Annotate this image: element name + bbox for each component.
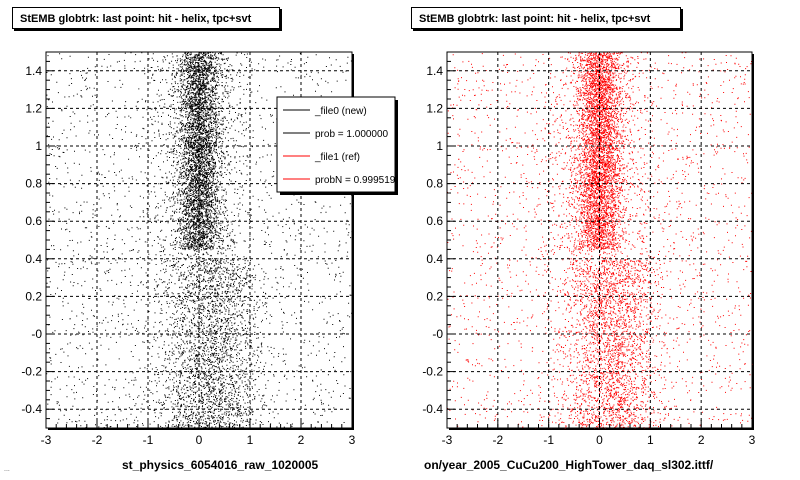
y-tick-label: 0.4	[426, 252, 443, 266]
right-plot-xlabel: on/year_2005_CuCu200_HighTower_daq_sl302…	[424, 458, 714, 472]
x-tick-label: -2	[92, 433, 103, 447]
x-tick-label: 1	[247, 433, 254, 447]
legend-entry: _file1 (ref)	[314, 152, 360, 163]
left-plot-title: StEMB globtrk: last point: hit - helix, …	[12, 7, 280, 29]
y-tick-label: 1	[436, 139, 443, 153]
x-tick-label: -3	[41, 433, 52, 447]
y-tick-label: 0.6	[25, 214, 42, 228]
y-tick-label: -0	[432, 327, 443, 341]
y-tick-label: 0.8	[25, 177, 42, 191]
y-tick-label: 0.4	[25, 252, 42, 266]
y-tick-label: 0.2	[25, 289, 42, 303]
x-tick-label: -2	[492, 433, 503, 447]
y-tick-label: -0	[31, 327, 42, 341]
y-tick-label: 0.2	[426, 289, 443, 303]
x-tick-label: 2	[698, 433, 705, 447]
y-tick-label: 1.4	[25, 64, 42, 78]
y-tick-label: 1	[35, 139, 42, 153]
y-tick-label: 0.6	[426, 214, 443, 228]
x-tick-label: 0	[196, 433, 203, 447]
y-tick-label: 0.8	[426, 177, 443, 191]
y-tick-label: -0.2	[21, 365, 42, 379]
x-tick-label: -3	[442, 433, 453, 447]
y-tick-label: -0.2	[422, 365, 443, 379]
legend-entry: prob = 1.000000	[315, 129, 389, 140]
x-tick-label: 2	[298, 433, 305, 447]
legend-entry: probN = 0.999519	[315, 175, 396, 186]
x-tick-label: 3	[749, 433, 756, 447]
left-plot-xlabel: st_physics_6054016_raw_1020005	[122, 458, 319, 472]
footer-stamp: ...	[4, 466, 10, 473]
y-tick-label: 1.4	[426, 64, 443, 78]
x-tick-label: -1	[143, 433, 154, 447]
y-tick-label: 1.2	[426, 101, 443, 115]
legend-entry: _file0 (new)	[314, 106, 367, 117]
y-tick-label: -0.4	[422, 402, 443, 416]
x-tick-label: -1	[543, 433, 554, 447]
right-plot-title: StEMB globtrk: last point: hit - helix, …	[411, 7, 681, 29]
x-tick-label: 1	[647, 433, 654, 447]
x-tick-label: 3	[349, 433, 356, 447]
x-tick-label: 0	[596, 433, 603, 447]
y-tick-label: -0.4	[21, 402, 42, 416]
y-tick-label: 1.2	[25, 101, 42, 115]
legend-box	[276, 96, 396, 193]
